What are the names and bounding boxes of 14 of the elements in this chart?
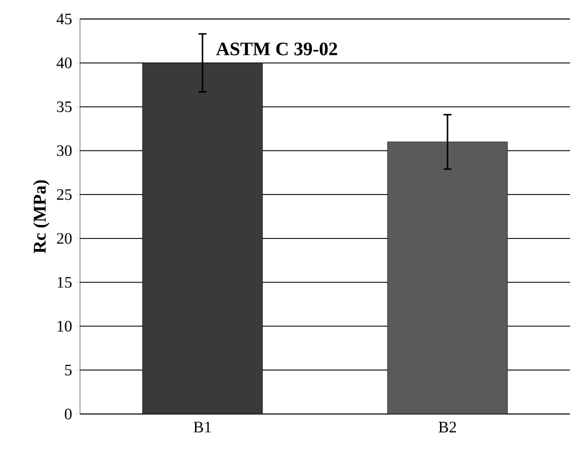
annotation: ASTM C 39-02 <box>216 42 338 56</box>
y-tick-label: 20 <box>56 233 72 244</box>
y-tick-label: 25 <box>56 189 72 200</box>
y-axis-title: Rc (MPa) <box>33 180 50 254</box>
y-tick-label: 45 <box>56 14 72 24</box>
y-tick-label: 0 <box>64 408 72 420</box>
y-tick-label: 40 <box>56 58 72 68</box>
y-tick-label: 10 <box>58 320 72 332</box>
x-tick-label: B1 <box>194 422 211 432</box>
y-tick-label: 15 <box>58 277 72 288</box>
y-tick-label: 30 <box>57 145 72 156</box>
x-tick-label: B2 <box>438 422 456 432</box>
y-tick-label: 5 <box>65 364 72 376</box>
y-tick-label: 35 <box>57 101 72 112</box>
